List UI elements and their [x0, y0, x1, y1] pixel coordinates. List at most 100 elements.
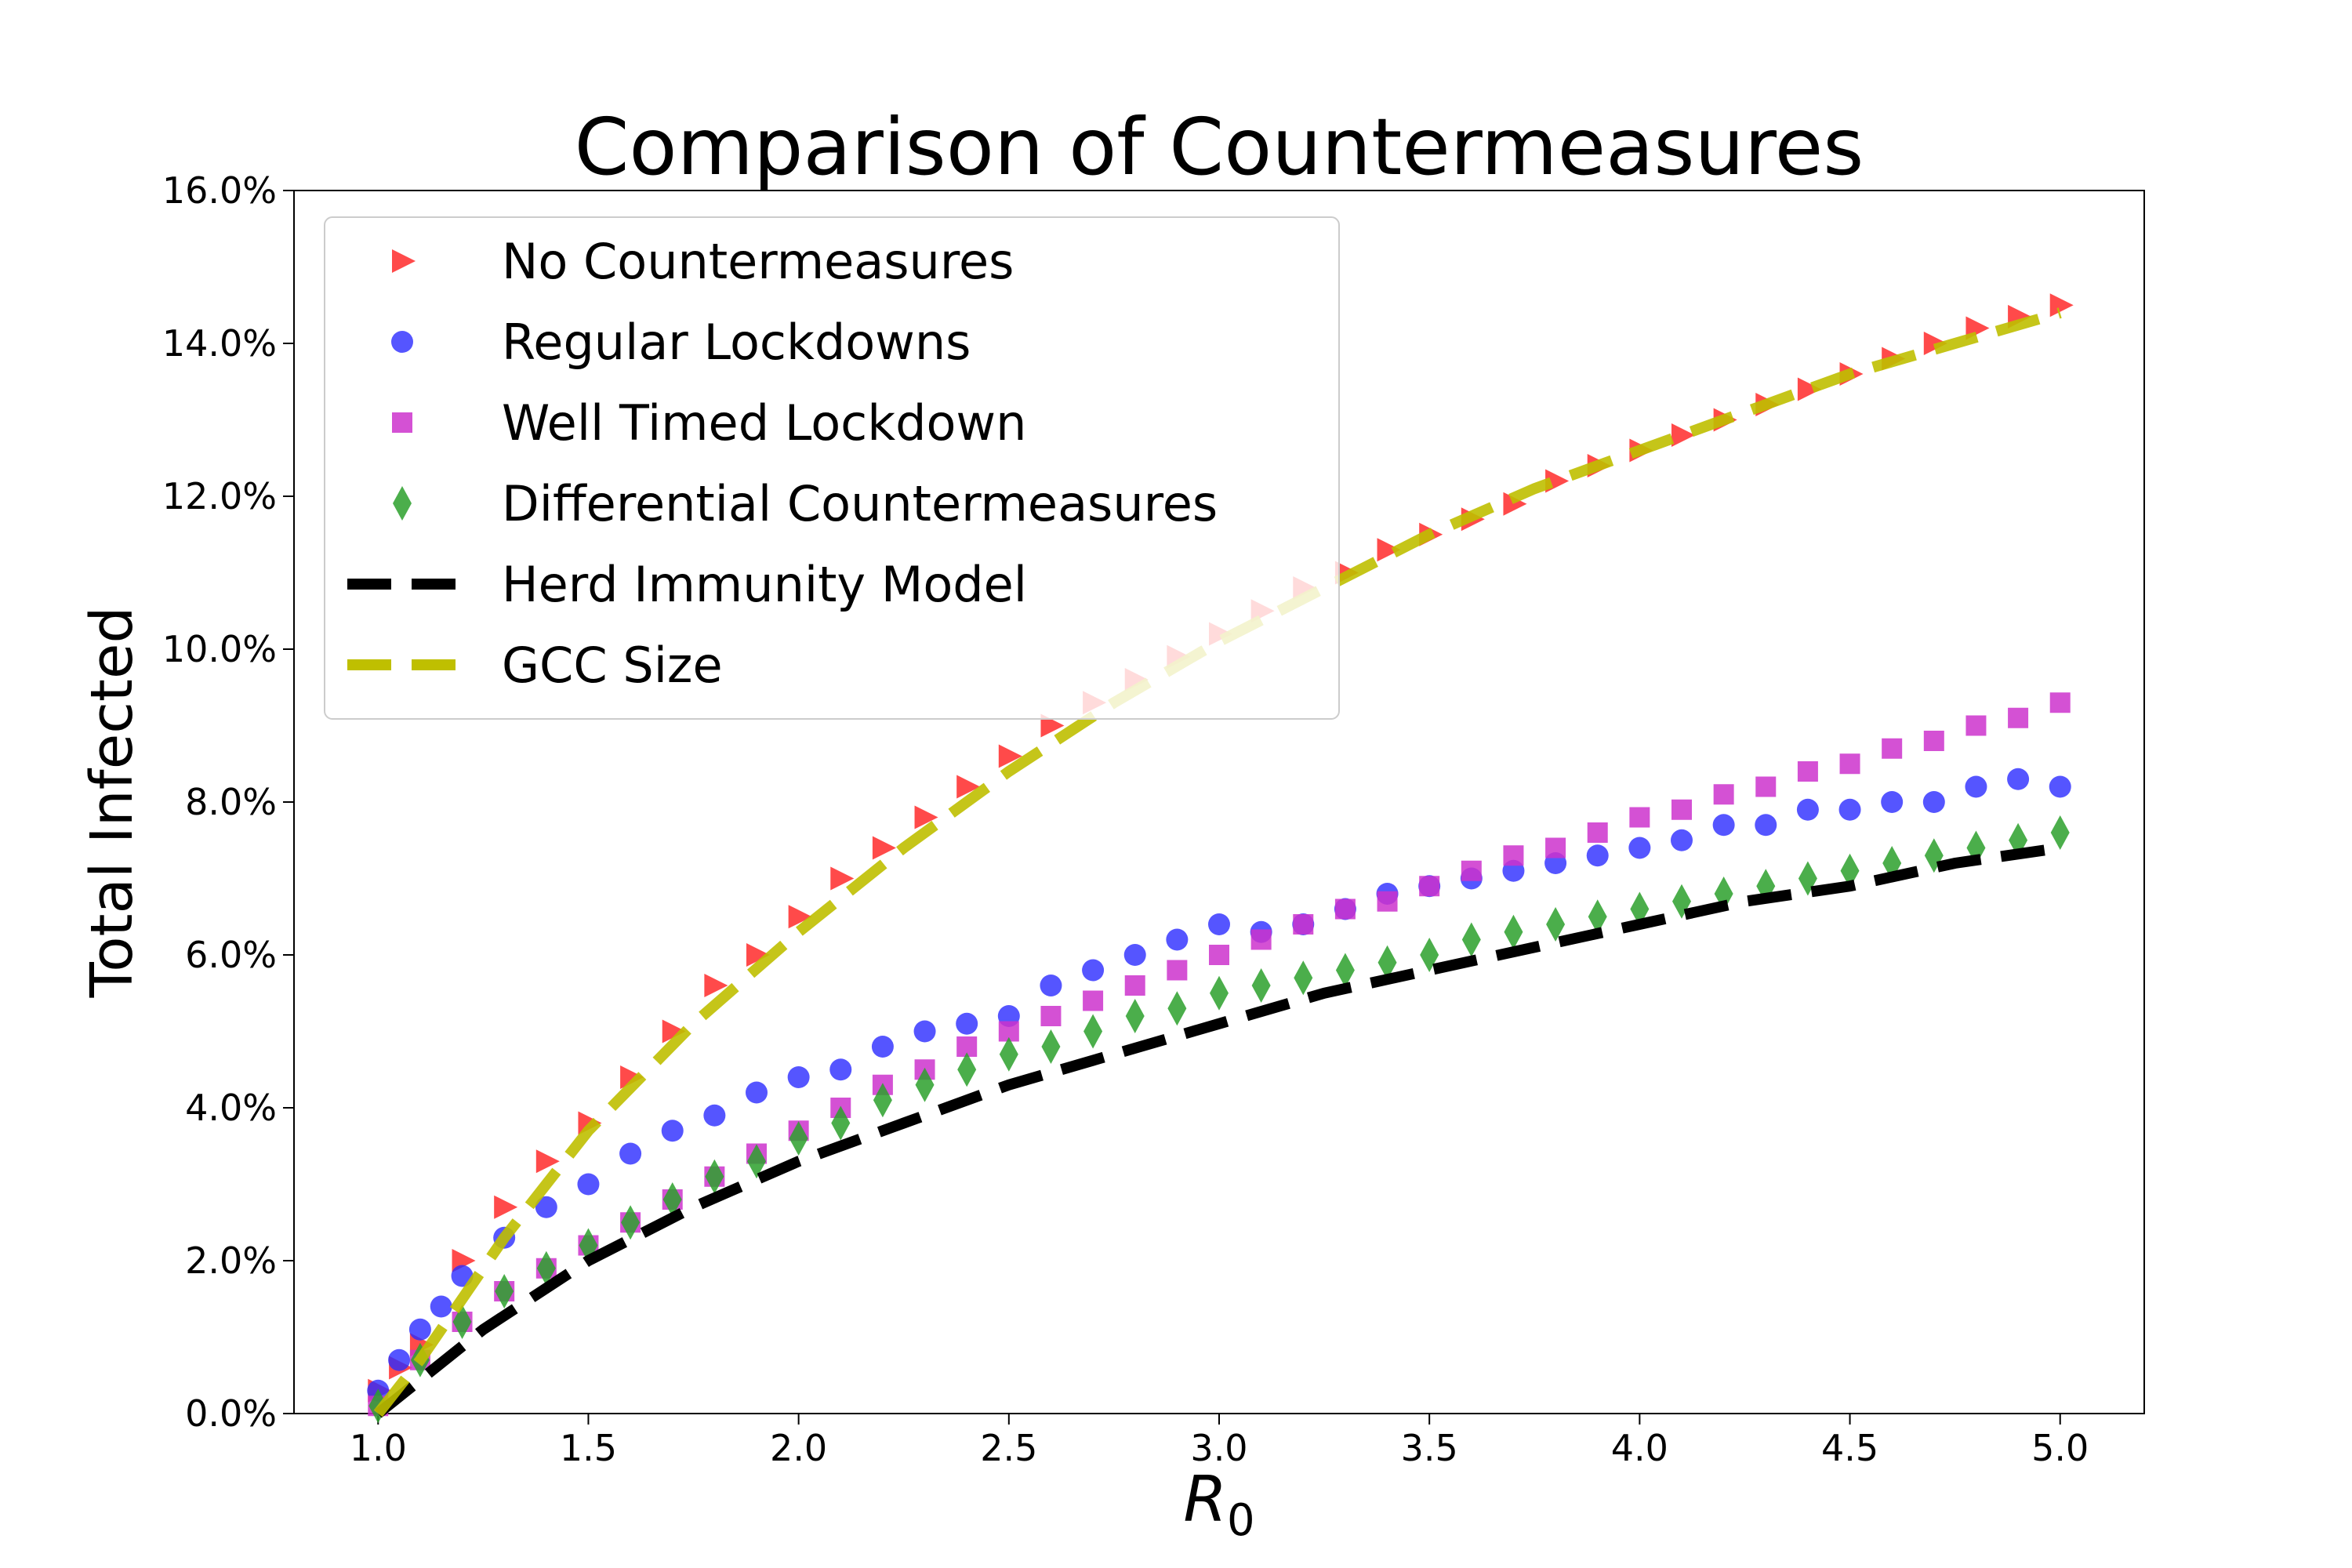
series-5	[373, 307, 2062, 1417]
data-point	[1504, 914, 1523, 949]
data-point	[2049, 293, 2074, 318]
data-point	[957, 1052, 977, 1087]
data-point	[829, 1058, 852, 1081]
x-axis: 1.0 1.5 2.0 2.5 3.0 3.5 4.0 4.5 5.0	[350, 1414, 2089, 1469]
data-point	[1251, 968, 1271, 1003]
data-point	[1123, 944, 1146, 966]
data-point	[1628, 837, 1651, 859]
data-point	[662, 1019, 686, 1044]
data-point	[619, 1142, 642, 1165]
legend-label: No Countermeasures	[502, 233, 1014, 290]
data-point	[661, 1120, 684, 1142]
data-point	[535, 1196, 557, 1218]
x-tick-label: 4.0	[1611, 1427, 1668, 1469]
data-point	[1377, 945, 1397, 980]
data-point	[1630, 891, 1650, 927]
legend-swatch	[393, 486, 412, 521]
data-point	[1922, 791, 1945, 813]
data-point	[2050, 815, 2070, 850]
data-point	[1083, 990, 1104, 1011]
y-axis: 0.0% 2.0% 4.0% 6.0% 8.0% 10.0% 12.0% 14.0% 16.0%	[162, 169, 294, 1435]
x-tick-label: 1.0	[350, 1427, 407, 1469]
data-point	[388, 1348, 411, 1371]
data-point	[704, 974, 728, 997]
data-point	[956, 775, 981, 799]
data-point	[1755, 776, 1777, 797]
data-point	[536, 1250, 556, 1286]
x-tick-label: 5.0	[2031, 1427, 2089, 1469]
data-point	[1377, 891, 1398, 912]
data-point	[1587, 822, 1608, 843]
data-point	[2049, 775, 2071, 798]
data-point	[871, 1036, 894, 1058]
data-point	[1503, 845, 1524, 866]
data-point	[1755, 814, 1777, 837]
series-layer	[367, 293, 2074, 1424]
data-point	[1209, 945, 1229, 965]
data-point	[1041, 1029, 1061, 1064]
series-1	[367, 768, 2071, 1402]
x-tick-label: 2.5	[980, 1427, 1037, 1469]
data-point	[746, 1081, 768, 1104]
data-point	[2049, 692, 2071, 713]
data-point	[1293, 914, 1314, 935]
data-point	[2008, 707, 2029, 728]
chart-title: Comparison of Countermeasures	[575, 101, 1864, 193]
legend-swatch	[392, 249, 416, 273]
data-point	[1420, 938, 1439, 972]
legend-label: Herd Immunity Model	[502, 556, 1027, 613]
x-tick-label: 1.5	[560, 1427, 617, 1469]
data-point	[913, 1020, 936, 1043]
data-point	[831, 1105, 851, 1141]
series-4	[374, 842, 2061, 1418]
data-point	[1546, 907, 1566, 942]
data-point	[1040, 1006, 1062, 1026]
data-point	[1588, 899, 1607, 935]
y-tick-label: 14.0%	[162, 322, 277, 365]
data-point	[1461, 922, 1481, 957]
legend-label: GCC Size	[502, 637, 723, 694]
data-point	[1671, 799, 1692, 820]
y-tick-label: 2.0%	[185, 1240, 277, 1282]
data-point	[1167, 960, 1188, 981]
y-tick-label: 8.0%	[185, 781, 277, 823]
x-axis-label-subscript: 0	[1227, 1495, 1255, 1546]
data-point	[1124, 975, 1145, 996]
data-point	[1797, 377, 1821, 401]
data-point	[1586, 844, 1609, 867]
data-point	[621, 1205, 641, 1240]
data-point	[408, 1318, 431, 1341]
data-point	[915, 1067, 935, 1102]
legend-label: Well Timed Lockdown	[502, 394, 1026, 452]
x-tick-label: 3.0	[1190, 1427, 1247, 1469]
data-point	[494, 1195, 518, 1219]
x-tick-label: 3.5	[1401, 1427, 1458, 1469]
data-point	[1461, 860, 1482, 881]
y-tick-label: 6.0%	[185, 934, 277, 976]
data-point	[747, 1144, 766, 1179]
data-point	[1797, 761, 1818, 782]
data-point	[1965, 715, 1987, 736]
data-point	[1671, 423, 1695, 447]
data-point	[956, 1012, 978, 1035]
data-point	[1167, 991, 1187, 1026]
legend-label: Differential Countermeasures	[502, 475, 1218, 532]
data-point	[1040, 975, 1062, 996]
data-point	[2007, 768, 2030, 790]
data-point	[1335, 953, 1355, 988]
data-point	[1208, 913, 1230, 935]
legend-item: Well Timed Lockdown	[392, 394, 1026, 452]
data-point	[1840, 853, 1860, 888]
data-point	[430, 1295, 452, 1318]
data-point	[1712, 814, 1735, 837]
data-point	[535, 1149, 560, 1174]
data-point	[662, 1182, 682, 1217]
data-point	[872, 836, 896, 860]
data-point	[620, 1065, 644, 1089]
data-point	[914, 805, 938, 829]
data-point	[1250, 929, 1272, 950]
series-line	[374, 842, 2061, 1418]
data-point	[705, 1159, 724, 1194]
data-point	[1419, 876, 1440, 897]
legend-item: Regular Lockdowns	[391, 314, 971, 371]
